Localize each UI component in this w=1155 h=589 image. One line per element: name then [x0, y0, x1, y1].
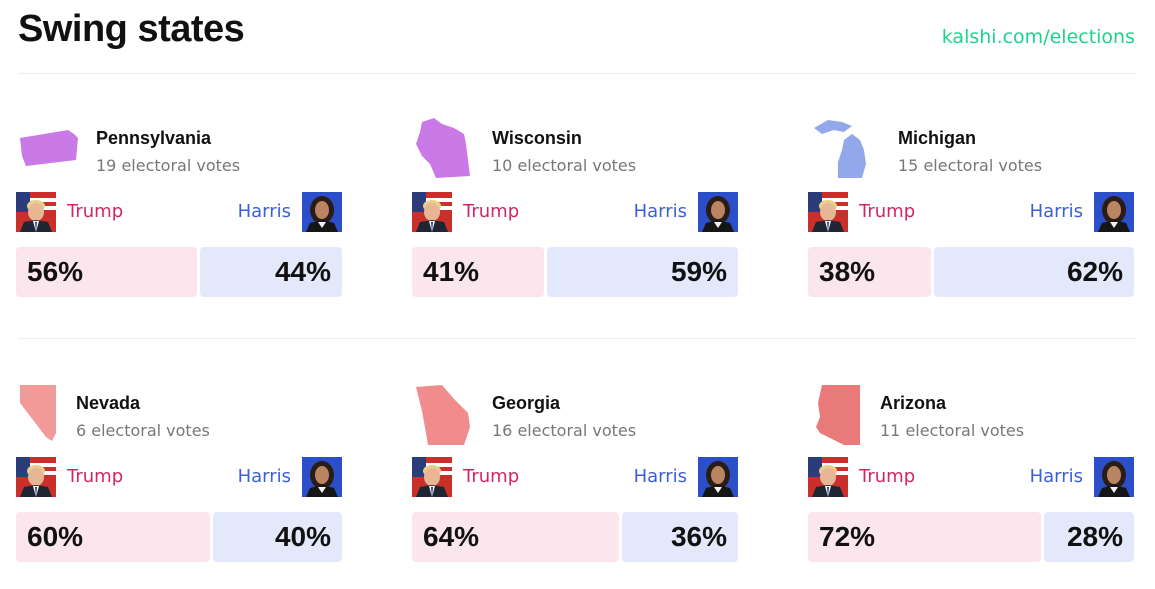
electoral-votes: 15 electoral votes: [898, 156, 1043, 175]
harris-percentage: 40%: [274, 521, 331, 552]
candidate-row: Trump Harris: [808, 192, 1134, 232]
harris-percentage: 36%: [670, 521, 727, 552]
candidate-row: Trump Harris: [412, 457, 738, 497]
trump-percentage: 60%: [27, 521, 84, 552]
state-name: Georgia: [492, 393, 561, 413]
harris-avatar: [302, 192, 342, 232]
trump-avatar: [16, 192, 56, 232]
harris-label: Harris: [237, 201, 291, 222]
arizona-shape-icon: [808, 381, 874, 447]
electoral-votes: 10 electoral votes: [492, 156, 637, 175]
harris-avatar: [1094, 457, 1134, 497]
trump-percentage: 41%: [423, 256, 480, 287]
harris-odds-button[interactable]: 40%: [213, 512, 342, 562]
harris-percentage: 62%: [1066, 256, 1123, 287]
harris-odds-button[interactable]: 28%: [1044, 512, 1134, 562]
electoral-votes: 6 electoral votes: [76, 421, 210, 440]
trump-percentage: 64%: [423, 521, 480, 552]
michigan-shape-icon: [808, 116, 874, 182]
electoral-votes: 19 electoral votes: [96, 156, 241, 175]
odds-bars: 56% 44%: [16, 247, 342, 297]
odds-bars: 60% 40%: [16, 512, 342, 562]
trump-label: Trump: [463, 201, 520, 222]
state-name: Arizona: [880, 393, 947, 413]
candidate-row: Trump Harris: [16, 457, 342, 497]
divider-middle: [18, 338, 1135, 339]
state-card-pennsylvania[interactable]: Pennsylvania 19 electoral votes Trump Harri…: [16, 116, 342, 306]
nevada-shape-icon: [16, 381, 82, 447]
trump-odds-button[interactable]: 64%: [412, 512, 619, 562]
divider-top: [18, 73, 1135, 74]
odds-bars: 41% 59%: [412, 247, 738, 297]
harris-percentage: 44%: [274, 256, 331, 287]
trump-avatar: [808, 192, 848, 232]
state-name: Michigan: [898, 128, 977, 148]
trump-percentage: 56%: [27, 256, 84, 287]
odds-bars: 72% 28%: [808, 512, 1134, 562]
candidate-row: Trump Harris: [808, 457, 1134, 497]
state-card-arizona[interactable]: Arizona 11 electoral votes Trump Harris 72% 2…: [808, 381, 1134, 571]
trump-label: Trump: [859, 201, 916, 222]
electoral-votes: 11 electoral votes: [880, 421, 1025, 440]
trump-odds-button[interactable]: 72%: [808, 512, 1041, 562]
state-card-georgia[interactable]: Georgia 16 electoral votes Trump Harris 64% 3…: [412, 381, 738, 571]
pennsylvania-shape-icon: [16, 116, 82, 182]
state-card-wisconsin[interactable]: Wisconsin 10 electoral votes Trump Harris 41…: [412, 116, 738, 306]
harris-label: Harris: [633, 201, 687, 222]
harris-label: Harris: [1029, 466, 1083, 487]
harris-label: Harris: [633, 466, 687, 487]
harris-odds-button[interactable]: 36%: [622, 512, 738, 562]
trump-odds-button[interactable]: 38%: [808, 247, 931, 297]
trump-odds-button[interactable]: 41%: [412, 247, 544, 297]
harris-percentage: 28%: [1066, 521, 1123, 552]
harris-label: Harris: [237, 466, 291, 487]
harris-avatar: [698, 192, 738, 232]
harris-odds-button[interactable]: 59%: [547, 247, 738, 297]
state-name: Pennsylvania: [96, 128, 212, 148]
trump-avatar: [16, 457, 56, 497]
site-link[interactable]: kalshi.com/elections: [941, 26, 1135, 48]
trump-label: Trump: [859, 466, 916, 487]
harris-avatar: [1094, 192, 1134, 232]
odds-bars: 64% 36%: [412, 512, 738, 562]
trump-avatar: [412, 192, 452, 232]
harris-percentage: 59%: [670, 256, 727, 287]
page-title: Swing states: [18, 8, 245, 50]
trump-label: Trump: [67, 466, 124, 487]
state-card-michigan[interactable]: Michigan 15 electoral votes Trump Harris 38%…: [808, 116, 1134, 306]
trump-percentage: 38%: [819, 256, 876, 287]
wisconsin-shape-icon: [412, 116, 478, 182]
odds-bars: 38% 62%: [808, 247, 1134, 297]
harris-odds-button[interactable]: 44%: [200, 247, 342, 297]
harris-avatar: [698, 457, 738, 497]
trump-label: Trump: [67, 201, 124, 222]
trump-percentage: 72%: [819, 521, 876, 552]
candidate-row: Trump Harris: [16, 192, 342, 232]
harris-odds-button[interactable]: 62%: [934, 247, 1134, 297]
trump-odds-button[interactable]: 60%: [16, 512, 210, 562]
georgia-shape-icon: [412, 381, 478, 447]
electoral-votes: 16 electoral votes: [492, 421, 637, 440]
page-header: Swing states kalshi.com/elections: [18, 8, 1135, 68]
state-name: Wisconsin: [492, 128, 582, 148]
harris-label: Harris: [1029, 201, 1083, 222]
harris-avatar: [302, 457, 342, 497]
state-name: Nevada: [76, 393, 141, 413]
trump-avatar: [412, 457, 452, 497]
candidate-row: Trump Harris: [412, 192, 738, 232]
state-card-nevada[interactable]: Nevada 6 electoral votes Trump Harris 60% 40%: [16, 381, 342, 571]
trump-label: Trump: [463, 466, 520, 487]
trump-odds-button[interactable]: 56%: [16, 247, 197, 297]
trump-avatar: [808, 457, 848, 497]
